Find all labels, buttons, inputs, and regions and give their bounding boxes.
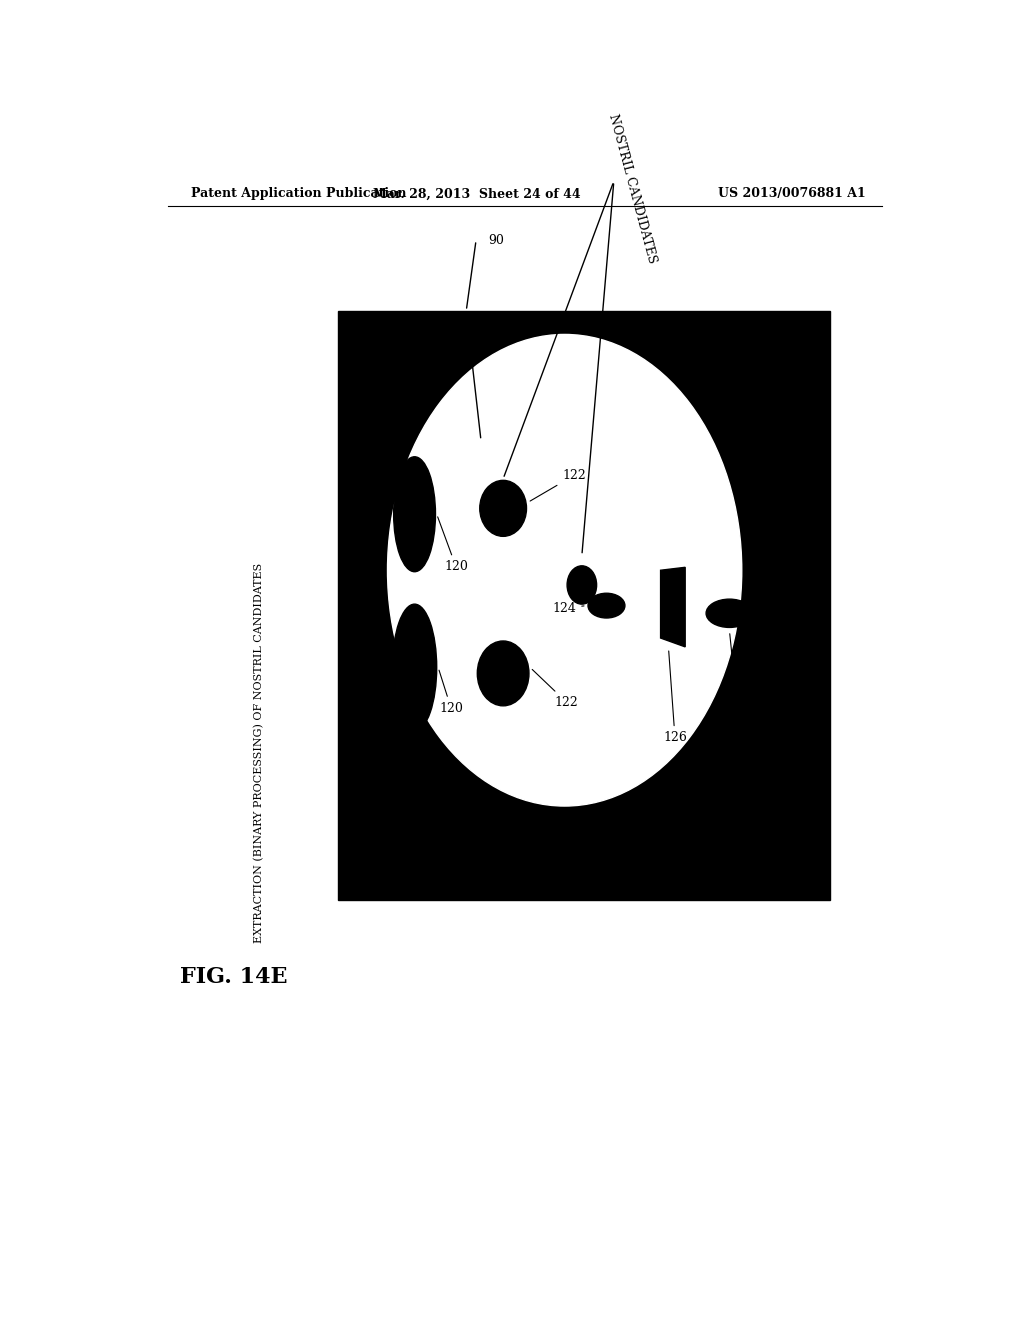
- Ellipse shape: [393, 457, 435, 572]
- Bar: [338, 312, 830, 900]
- Text: 126: 126: [664, 651, 687, 744]
- Polygon shape: [660, 568, 685, 647]
- Text: NOSTRIL CANDIDATES: NOSTRIL CANDIDATES: [606, 112, 658, 265]
- Text: 120: 120: [439, 671, 463, 714]
- Ellipse shape: [707, 599, 753, 627]
- Text: 122: 122: [532, 669, 579, 709]
- Text: EXTRACTION (BINARY PROCESSING) OF NOSTRIL CANDIDATES: EXTRACTION (BINARY PROCESSING) OF NOSTRI…: [254, 562, 264, 942]
- Text: 120: 120: [437, 517, 468, 573]
- Text: 124: 124: [552, 602, 584, 615]
- Ellipse shape: [588, 593, 625, 618]
- Text: FIG. 14E: FIG. 14E: [179, 966, 287, 987]
- Ellipse shape: [387, 334, 741, 807]
- Ellipse shape: [480, 480, 526, 536]
- Text: US 2013/0076881 A1: US 2013/0076881 A1: [718, 187, 866, 201]
- Ellipse shape: [477, 642, 529, 706]
- Text: Mar. 28, 2013  Sheet 24 of 44: Mar. 28, 2013 Sheet 24 of 44: [374, 187, 581, 201]
- Text: 122: 122: [530, 469, 586, 502]
- Text: 128: 128: [728, 634, 753, 744]
- Ellipse shape: [392, 605, 436, 731]
- Ellipse shape: [567, 566, 597, 605]
- Text: 90: 90: [488, 234, 504, 247]
- Text: Patent Application Publication: Patent Application Publication: [191, 187, 407, 201]
